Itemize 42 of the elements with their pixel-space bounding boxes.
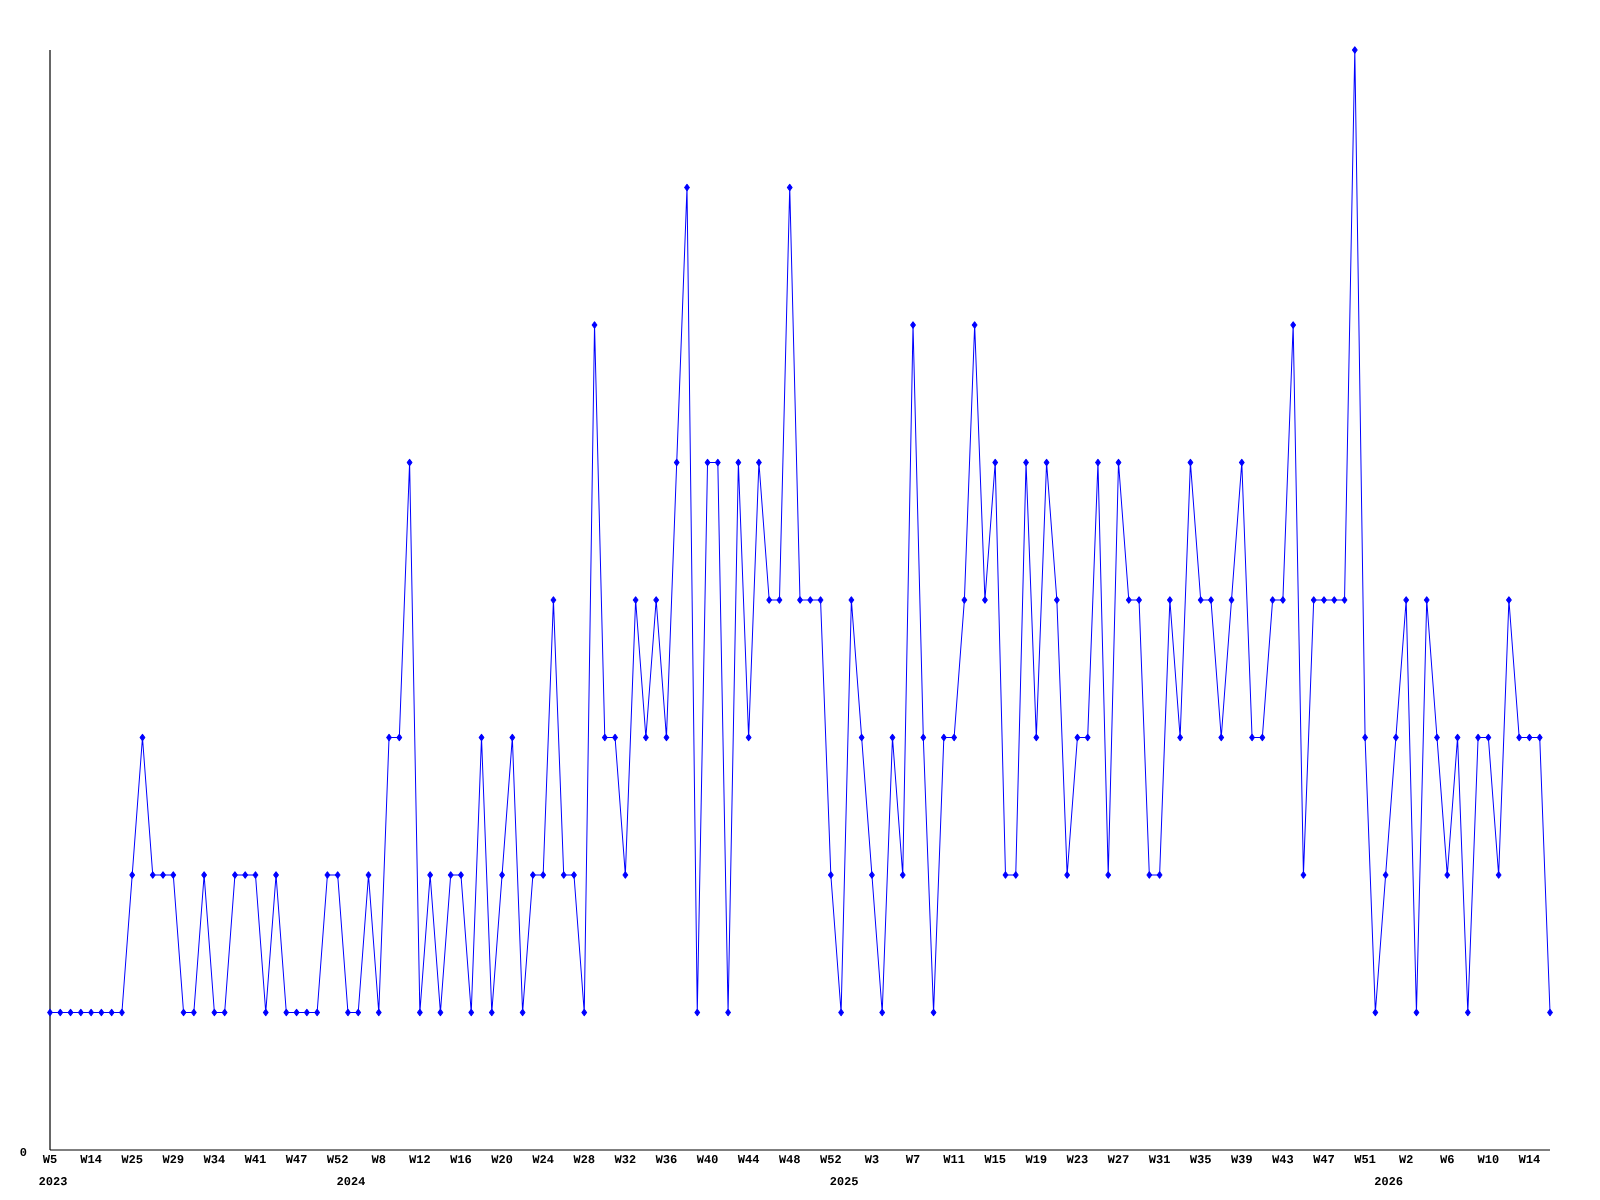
x-tick-label: W11 (943, 1155, 965, 1163)
x-tick-label: W14 (80, 1155, 102, 1163)
x-tick-label: W35 (1189, 1155, 1211, 1164)
x-tick-label: W15 (984, 1155, 1006, 1164)
text: 2026 (1374, 1177, 1403, 1186)
x-tick-label: W16 (450, 1155, 472, 1164)
x-tick-label: W7 (905, 1155, 920, 1163)
x-tick-label: W36 (655, 1155, 677, 1164)
x-tick-label: W5 (42, 1155, 57, 1164)
x-tick-label: W2 (1398, 1155, 1413, 1164)
x-tick-label: W3 (864, 1155, 879, 1164)
x-tick-label: W44 (737, 1155, 760, 1163)
text: 2024 (337, 1177, 365, 1186)
x-tick-label: W14 (1518, 1155, 1540, 1163)
x-tick-label: W28 (573, 1155, 595, 1164)
x-tick-label: W34 (203, 1155, 225, 1164)
x-tick-label: W52 (820, 1155, 841, 1164)
x-tick-label: W10 (1477, 1155, 1499, 1164)
x-tick-label: W32 (614, 1155, 636, 1164)
x-tick-label: W52 (326, 1155, 348, 1164)
text: 2023 (39, 1177, 67, 1186)
text: 0 (20, 1147, 27, 1157)
x-tick-label: W51 (1354, 1155, 1376, 1164)
x-tick-label: W20 (491, 1155, 513, 1164)
text: 2025 (830, 1177, 858, 1186)
x-tick-label: W23 (1066, 1155, 1088, 1164)
x-tick-label: W29 (162, 1155, 184, 1164)
x-tick-label: W47 (1313, 1155, 1334, 1163)
x-tick-label: W24 (532, 1155, 554, 1164)
x-tick-label: W19 (1025, 1155, 1047, 1164)
x-tick-label: W41 (244, 1155, 266, 1163)
x-tick-label: W39 (1230, 1155, 1252, 1164)
x-tick-label: W6 (1440, 1155, 1454, 1164)
x-tick-label: W25 (121, 1155, 143, 1164)
x-tick-label: W31 (1148, 1155, 1170, 1164)
x-tick-label: W8 (371, 1155, 386, 1164)
x-tick-label: W48 (778, 1155, 800, 1164)
x-tick-label: W43 (1272, 1155, 1294, 1164)
x-tick-label: W47 (285, 1155, 307, 1163)
x-tick-label: W12 (409, 1155, 430, 1164)
x-tick-label: W40 (696, 1155, 718, 1164)
x-tick-label: W27 (1107, 1155, 1129, 1164)
